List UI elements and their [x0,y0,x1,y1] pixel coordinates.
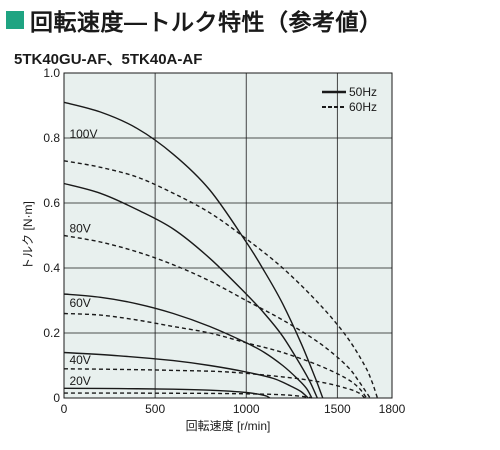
y-tick-label: 0.4 [43,261,60,275]
y-tick-label: 1.0 [43,66,60,80]
x-tick-label: 1000 [233,402,260,416]
series-labels: 100V 80V 60V 40V 20V [69,127,97,388]
x-axis-label: 回転速度 [r/min] [186,418,271,433]
legend-label-50hz: 50Hz [349,85,377,99]
y-tick-label: 0.8 [43,131,60,145]
chart-subtitle: 5TK40GU-AF、5TK40A-AF [14,51,203,68]
curve-100v-60hz [63,160,379,399]
series-label-60v: 60V [69,296,90,310]
x-tick-label: 1800 [379,402,406,416]
curve-40v-50hz [63,351,309,399]
y-tick-label: 0 [53,391,60,405]
curve-20v-60hz [63,392,312,399]
series-label-80v: 80V [69,221,90,235]
legend-label-60hz: 60Hz [349,100,377,114]
axis-ticks: 0 500 1000 1500 1800 0 0.2 0.4 0.6 0.8 1.0 [43,66,405,416]
page-header: 回転速度—トルク特性（参考値） [6,4,383,36]
curve-100v-50hz [63,101,324,399]
grid-lines [64,73,392,398]
x-tick-label: 0 [61,402,68,416]
curve-40v-60hz [63,368,366,399]
series-label-100v: 100V [69,127,97,141]
page-title: 回転速度—トルク特性（参考値） [30,9,383,35]
curve-80v-50hz [63,182,318,399]
series-label-20v: 20V [69,374,90,388]
y-tick-label: 0.2 [43,326,60,340]
x-tick-label: 500 [145,402,165,416]
curve-20v-50hz [63,387,271,399]
y-tick-label: 0.6 [43,196,60,210]
y-axis-label: トルク [N·m] [21,201,35,270]
title-marker-square [6,11,24,29]
x-tick-label: 1500 [324,402,351,416]
plot-area [63,72,393,399]
series-label-40v: 40V [69,353,90,367]
curves [63,101,379,399]
curve-60v-60hz [63,312,368,399]
curve-80v-60hz [63,234,371,399]
